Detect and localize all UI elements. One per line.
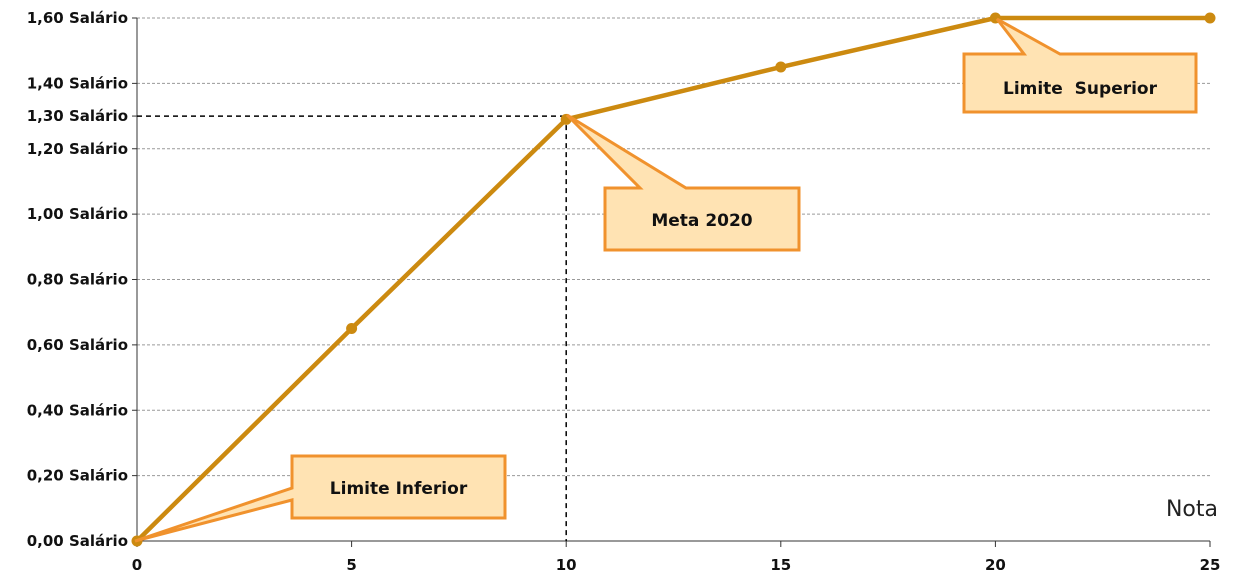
x-tick-label: 25 [1200, 556, 1221, 574]
callout-limite-superior-shape [962, 17, 1198, 114]
callout-limite-superior: Limite Superior [962, 17, 1198, 114]
callout-meta-2020-shape [565, 113, 801, 252]
callout-limite-superior-text: Limite Superior [1003, 79, 1158, 99]
x-tick-label: 10 [556, 556, 577, 574]
callout-meta-2020: Meta 2020 [565, 113, 801, 252]
callout-meta-2020-text: Meta 2020 [651, 211, 752, 231]
x-tick-label: 0 [132, 556, 142, 574]
data-point [775, 61, 787, 73]
x-axis-title: Nota [1166, 497, 1218, 522]
x-tick-label: 15 [770, 556, 791, 574]
callout-limite-inferior-shape [134, 454, 507, 543]
y-tick-label: 1,00 Salário [27, 205, 128, 223]
y-tick-label: 0,40 Salário [27, 401, 128, 419]
y-tick-label: 1,20 Salário [27, 140, 128, 158]
data-point [1204, 12, 1216, 24]
y-tick-labels: 0,00 Salário 0,20 Salário 0,40 Salário 0,60… [27, 9, 137, 550]
y-tick-label: 0,60 Salário [27, 336, 128, 354]
data-point [346, 323, 358, 335]
x-tick-labels: 0 5 10 15 20 25 [132, 541, 1221, 574]
reference-lines [137, 115, 567, 541]
y-tick-label: 1,30 Salário [27, 107, 128, 125]
y-tick-label: 1,60 Salário [27, 9, 128, 27]
x-tick-label: 5 [346, 556, 356, 574]
callout-limite-inferior-text: Limite Inferior [330, 479, 468, 499]
y-tick-label: 0,80 Salário [27, 271, 128, 289]
callout-limite-inferior: Limite Inferior [134, 454, 507, 543]
y-tick-label: 1,40 Salário [27, 74, 128, 92]
y-tick-label: 0,20 Salário [27, 467, 128, 485]
x-tick-label: 20 [985, 556, 1006, 574]
y-tick-label: 0,00 Salário [27, 532, 128, 550]
series-line [135, 15, 1210, 543]
